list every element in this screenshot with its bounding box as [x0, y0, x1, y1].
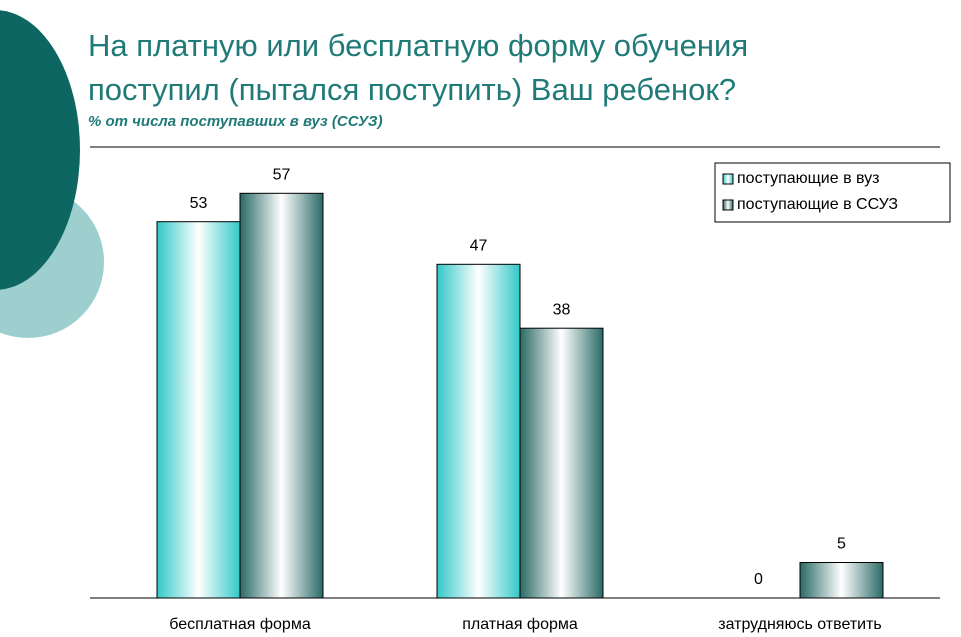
x-tick-label: затрудняюсь ответить: [718, 616, 882, 633]
value-label: 5: [837, 536, 846, 553]
bar: [156, 221, 241, 599]
legend-label: поступающие в ССУЗ: [737, 196, 898, 213]
value-label: 0: [754, 571, 763, 588]
title-line: поступил (пытался поступить) Ваш ребенок…: [88, 72, 736, 107]
x-tick-label: платная форма: [462, 616, 578, 633]
bar: [799, 562, 884, 599]
title-line: На платную или бесплатную форму обучения: [88, 28, 748, 63]
legend-box: [714, 162, 951, 223]
x-tick-label: бесплатная форма: [169, 616, 311, 633]
bar: [436, 263, 521, 599]
value-label: 38: [553, 301, 571, 318]
value-label: 53: [190, 195, 208, 212]
decor-circle: [0, 10, 80, 290]
value-label: 57: [273, 167, 291, 184]
bar: [239, 192, 324, 599]
legend-label: поступающие в вуз: [737, 170, 880, 187]
legend-swatch: [722, 199, 734, 211]
subtitle: % от числа поступавших в вуз (ССУЗ): [88, 113, 383, 130]
value-label: 47: [470, 238, 488, 255]
legend-swatch: [722, 173, 734, 185]
bar: [519, 327, 604, 599]
